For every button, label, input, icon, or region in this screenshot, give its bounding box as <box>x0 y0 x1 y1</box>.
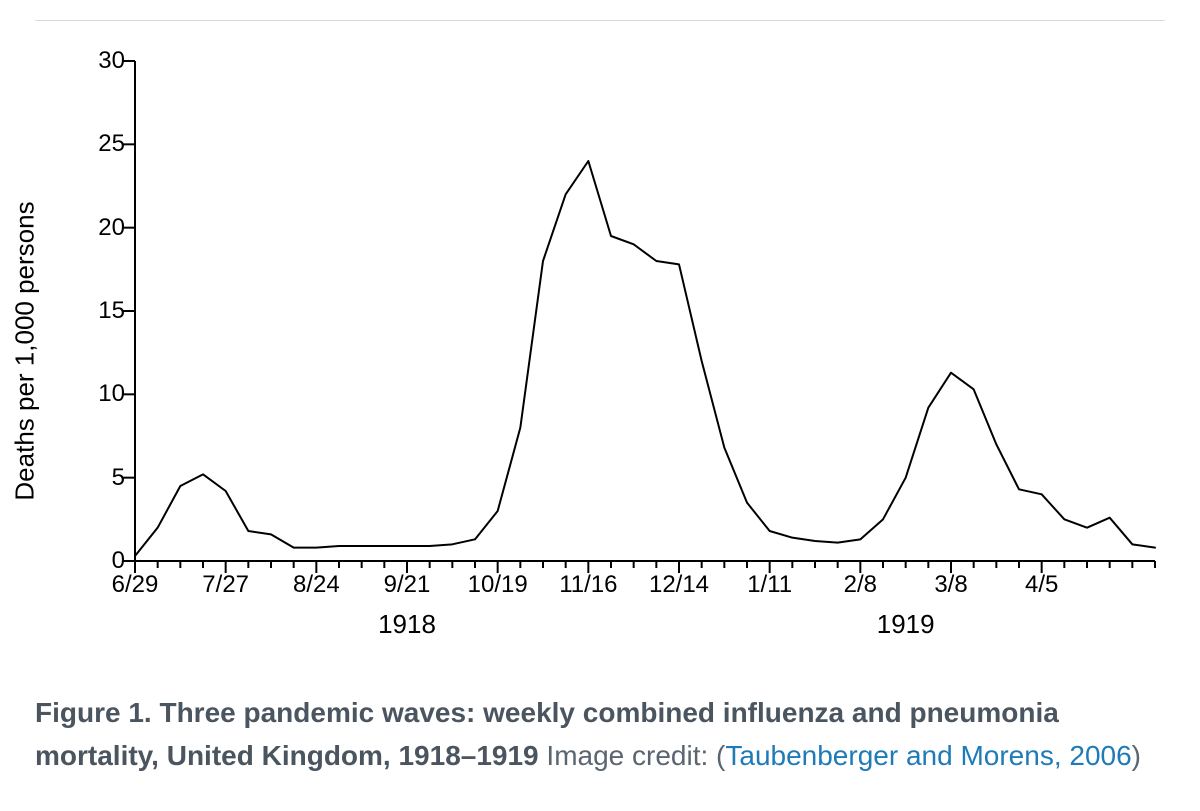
y-tick-label: 20 <box>98 214 125 242</box>
y-tick-label: 25 <box>98 130 125 158</box>
x-tick-label: 12/14 <box>649 571 709 599</box>
y-tick-label: 10 <box>98 380 125 408</box>
y-tick-label: 15 <box>98 297 125 325</box>
mortality-chart: Deaths per 1,000 persons 0510152025306/2… <box>35 51 1165 651</box>
x-tick-label: 7/27 <box>202 571 249 599</box>
chart-line <box>135 61 1155 561</box>
x-tick-label: 9/21 <box>384 571 431 599</box>
x-tick-label: 4/5 <box>1025 571 1058 599</box>
x-tick-label: 2/8 <box>844 571 877 599</box>
figure-caption: Figure 1. Three pandemic waves: weekly c… <box>35 691 1165 778</box>
x-tick-label: 3/8 <box>934 571 967 599</box>
year-label: 1919 <box>877 609 935 640</box>
year-label: 1918 <box>378 609 436 640</box>
citation-link[interactable]: Taubenberger and Morens, 2006 <box>725 740 1131 771</box>
x-tick-label: 8/24 <box>293 571 340 599</box>
top-divider <box>35 20 1165 21</box>
y-tick-label: 5 <box>112 464 125 492</box>
x-tick-label: 6/29 <box>112 571 159 599</box>
caption-credit-prefix: Image credit: ( <box>539 740 726 771</box>
caption-credit-suffix: ) <box>1132 740 1141 771</box>
x-tick-label: 11/16 <box>559 571 617 599</box>
y-axis-label: Deaths per 1,000 persons <box>10 201 41 500</box>
x-tick-label: 10/19 <box>468 571 528 599</box>
y-tick-label: 30 <box>98 47 125 75</box>
x-tick-label: 1/11 <box>747 571 792 599</box>
